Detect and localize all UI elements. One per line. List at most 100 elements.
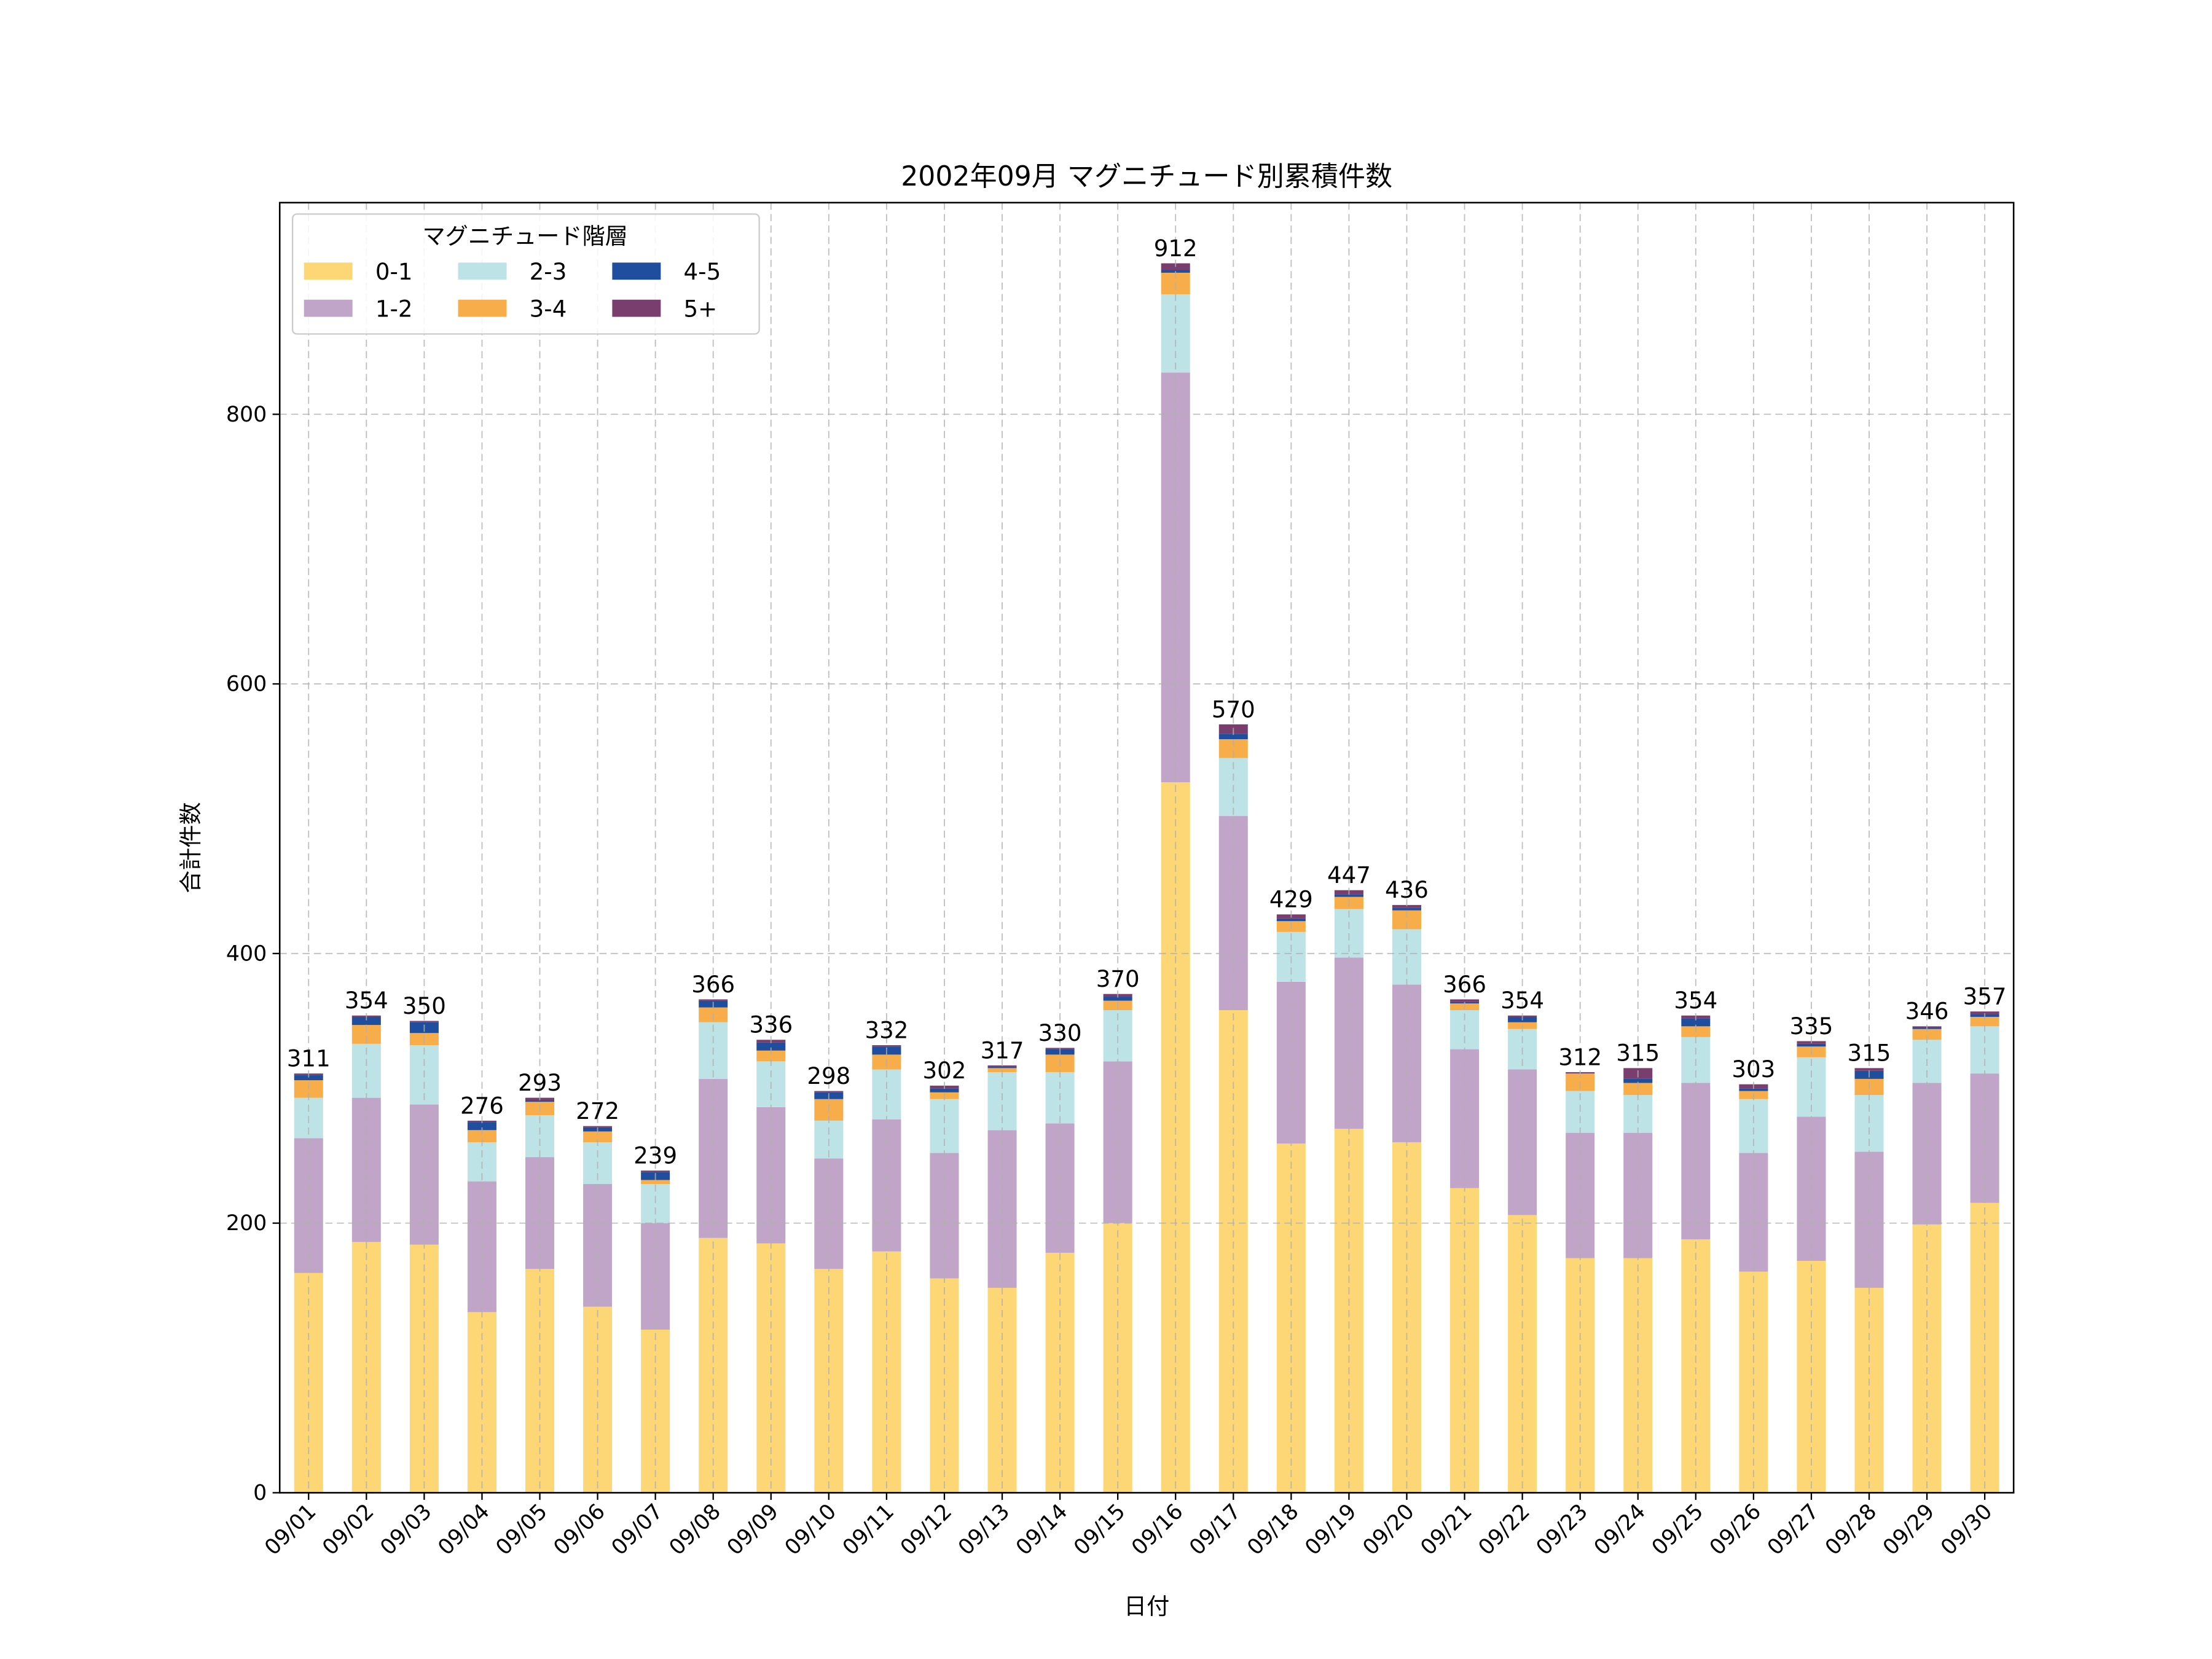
- bar-segment-3-4: [1623, 1083, 1653, 1096]
- y-axis-label: 合計件数: [178, 802, 204, 893]
- total-label: 330: [1038, 1020, 1082, 1046]
- bar-segment-3-4: [756, 1050, 786, 1062]
- legend-label: 1-2: [375, 296, 413, 323]
- bar-segment-3-4: [1912, 1029, 1942, 1040]
- total-label: 298: [807, 1063, 850, 1089]
- bar-segment-0-1: [1218, 1010, 1248, 1493]
- total-label: 436: [1385, 877, 1429, 903]
- total-label: 346: [1905, 998, 1949, 1025]
- grid-overlay: [280, 202, 2014, 1493]
- total-label: 239: [633, 1142, 677, 1169]
- bar-segment-5+: [872, 1045, 901, 1047]
- plot-frame: [278, 202, 2015, 1494]
- total-label: 311: [287, 1045, 331, 1072]
- bar-segment-4-5: [1334, 894, 1363, 897]
- bar-segment-5+: [987, 1065, 1017, 1067]
- bar-segment-2-3: [1623, 1095, 1653, 1133]
- bar-segment-3-4: [467, 1130, 496, 1142]
- bar-segment-3-4: [641, 1180, 670, 1185]
- bar-segment-4-5: [1392, 908, 1421, 911]
- bar-segment-4-5: [525, 1100, 555, 1102]
- legend-swatch-3-4: [458, 299, 507, 317]
- total-label: 303: [1732, 1056, 1775, 1083]
- legend-title: マグニチュード階層: [422, 223, 627, 249]
- y-tick-label: 800: [226, 402, 267, 427]
- legend-label: 5+: [684, 296, 718, 323]
- total-label: 354: [345, 987, 388, 1014]
- bar-segment-4-5: [1623, 1078, 1653, 1083]
- total-label: 366: [1443, 971, 1486, 998]
- total-label: 302: [923, 1057, 967, 1084]
- total-label: 354: [1674, 987, 1717, 1014]
- total-label: 272: [576, 1098, 619, 1124]
- y-tick-label: 200: [226, 1211, 267, 1236]
- total-label: 335: [1789, 1013, 1833, 1040]
- bar-segment-4-5: [930, 1088, 959, 1092]
- total-label: 332: [865, 1017, 908, 1043]
- total-label: 370: [1096, 966, 1140, 992]
- total-label: 336: [749, 1012, 793, 1038]
- bar-segment-5+: [814, 1091, 844, 1092]
- legend-label: 4-5: [684, 259, 721, 285]
- chart-title: 2002年09月 マグニチュード別累積件数: [901, 161, 1392, 192]
- total-label: 570: [1212, 696, 1255, 723]
- bar-segment-4-5: [1681, 1018, 1711, 1027]
- bar-segment-4-5: [1103, 997, 1132, 1001]
- bar-segment-4-5: [294, 1075, 323, 1081]
- bar-segment-5+: [641, 1171, 670, 1172]
- bar-segment-0-1: [1508, 1215, 1537, 1493]
- data-labels: 311 354 350 276 293 272 239 366 336 298 332 302 317 3…: [287, 235, 2007, 1169]
- bar-segment-3-4: [1970, 1016, 1999, 1027]
- total-label: 276: [460, 1092, 504, 1119]
- bar-segment-1-2: [1970, 1073, 1999, 1203]
- bar-segment-3-4: [583, 1131, 613, 1142]
- legend-label: 0-1: [375, 259, 413, 285]
- bar-segment-1-2: [294, 1138, 323, 1273]
- legend-label: 2-3: [530, 259, 567, 285]
- y-tick-label: 400: [226, 941, 267, 966]
- total-label: 315: [1616, 1040, 1660, 1067]
- legend-label: 3-4: [530, 296, 567, 323]
- total-label: 293: [518, 1070, 562, 1096]
- bar-segment-4-5: [1739, 1088, 1768, 1091]
- total-label: 447: [1327, 862, 1371, 888]
- total-label: 315: [1848, 1040, 1891, 1067]
- bar-segment-0-1: [1797, 1261, 1826, 1493]
- bar-segment-4-5: [467, 1122, 496, 1131]
- bar-segment-3-4: [987, 1068, 1017, 1072]
- y-axis: 0 200 400 600 800: [226, 402, 280, 1505]
- total-label: 912: [1154, 235, 1198, 262]
- bar-segment-4-5: [1218, 734, 1248, 739]
- bar-segment-5+: [1970, 1011, 1999, 1014]
- bar-segment-4-5: [756, 1042, 786, 1051]
- bar-segment-1-2: [1161, 372, 1190, 783]
- legend-swatch-0-1: [304, 262, 353, 280]
- bar-segment-5+: [1854, 1068, 1884, 1071]
- total-label: 357: [1963, 984, 2007, 1010]
- bar-segment-5+: [1450, 999, 1480, 1002]
- total-label: 312: [1558, 1044, 1602, 1070]
- legend-swatch-1-2: [304, 299, 353, 317]
- bar-segment-5+: [699, 999, 728, 1001]
- bar-segment-4-5: [1797, 1043, 1826, 1047]
- y-tick-label: 600: [226, 672, 267, 697]
- bar-segment-5+: [583, 1126, 613, 1128]
- total-label: 354: [1500, 987, 1544, 1014]
- total-label: 350: [402, 993, 446, 1019]
- y-tick-label: 0: [253, 1481, 267, 1505]
- bar-segment-4-5: [1276, 918, 1306, 922]
- total-label: 429: [1269, 887, 1313, 913]
- legend-swatch-2-3: [458, 262, 507, 280]
- legend: マグニチュード階層 0-1 1-2 2-3 3-4 4-5 5+: [291, 213, 760, 335]
- bar-segment-5+: [409, 1021, 439, 1022]
- bar-segment-4-5: [987, 1067, 1017, 1069]
- total-label: 366: [691, 971, 735, 998]
- total-label: 317: [981, 1037, 1024, 1064]
- bar-segment-5+: [1392, 904, 1421, 908]
- legend-swatch-5+: [612, 299, 661, 317]
- bar-segment-4-5: [351, 1016, 381, 1026]
- bar-segment-0-1: [641, 1329, 670, 1493]
- legend-swatch-4-5: [612, 262, 661, 280]
- x-axis-label: 日付: [1124, 1593, 1169, 1620]
